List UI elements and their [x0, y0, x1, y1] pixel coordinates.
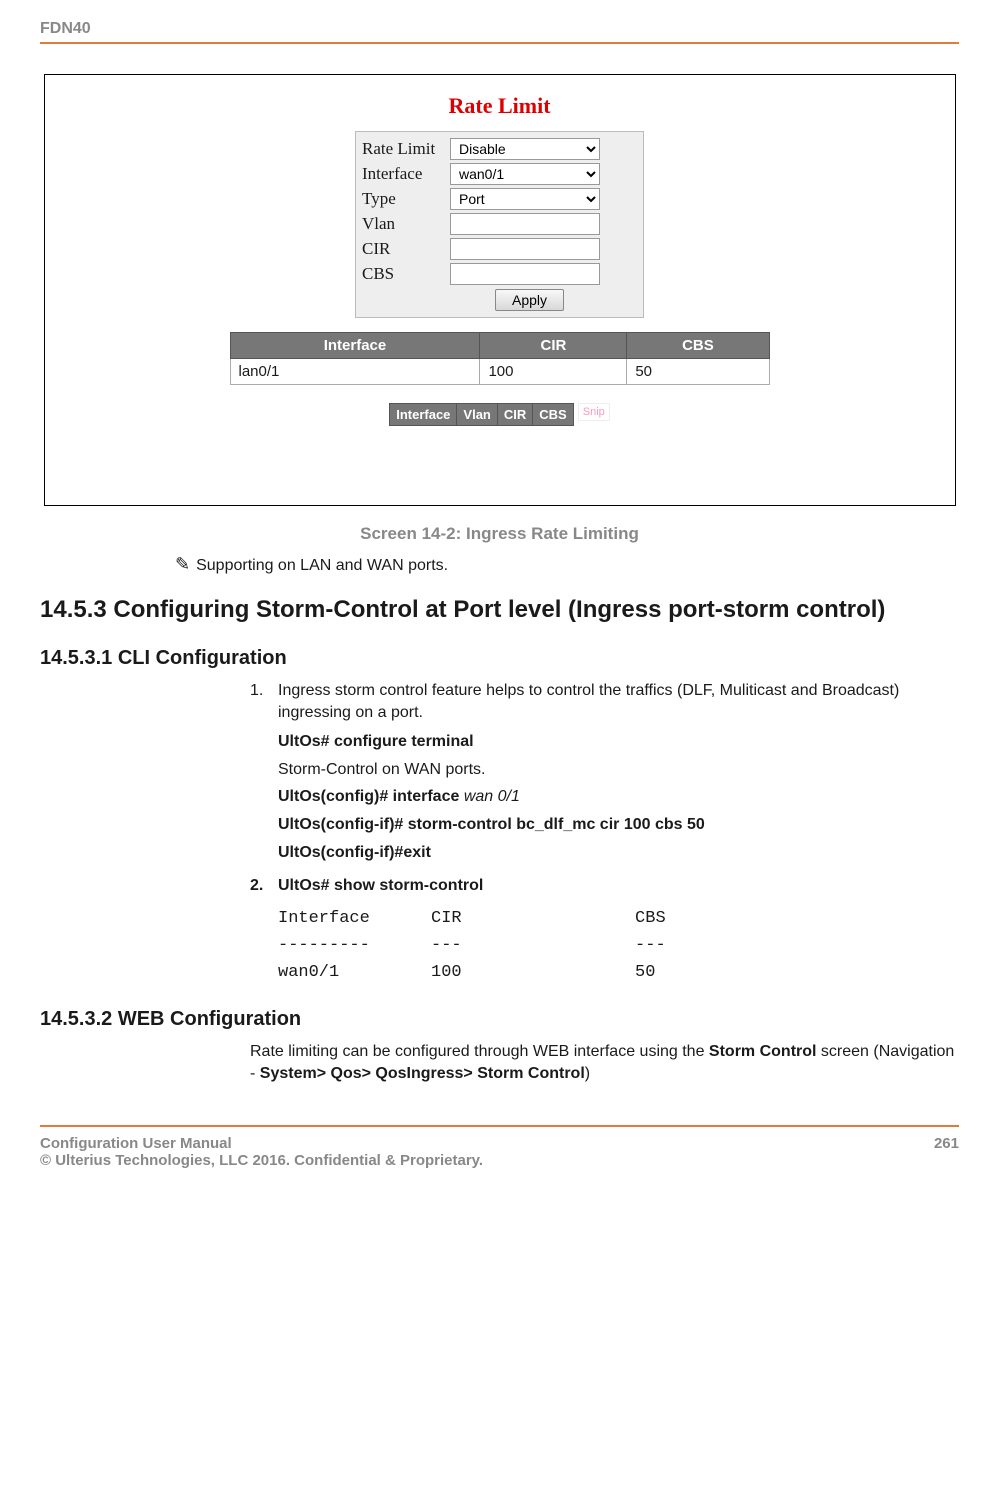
screenshot-panel: Rate Limit Rate Limit Disable Interface …: [44, 74, 956, 506]
panel-title: Rate Limit: [45, 93, 955, 119]
mini-table: Interface Vlan CIR CBS: [389, 403, 574, 426]
subsection-cli: 14.5.3.1 CLI Configuration: [40, 647, 959, 670]
cir-label: CIR: [362, 239, 450, 259]
result-table: Interface CIR CBS lan0/1 100 50: [230, 332, 770, 385]
vlan-input[interactable]: [450, 213, 600, 235]
cbs-input[interactable]: [450, 263, 600, 285]
th-interface: Interface: [230, 333, 480, 359]
list-text-1: Ingress storm control feature helps to c…: [278, 682, 899, 721]
type-select[interactable]: Port: [450, 188, 600, 210]
top-rule: [40, 42, 959, 44]
cell-cir: 100: [480, 359, 627, 385]
th-cir: CIR: [480, 333, 627, 359]
rate-limit-label: Rate Limit: [362, 139, 450, 159]
list-num-1: 1.: [250, 680, 278, 869]
cell-cbs: 50: [627, 359, 769, 385]
footer-title: Configuration User Manual: [40, 1135, 483, 1152]
footer-copyright: © Ulterius Technologies, LLC 2016. Confi…: [40, 1152, 483, 1169]
vlan-label: Vlan: [362, 214, 450, 234]
cmd-storm-control: UltOs(config-if)# storm-control bc_dlf_m…: [278, 814, 949, 836]
cmd-interface-arg: wan 0/1: [464, 788, 520, 805]
cbs-label: CBS: [362, 264, 450, 284]
subsection-web: 14.5.3.2 WEB Configuration: [40, 1008, 959, 1031]
list-text-2: UltOs# show storm-control: [278, 875, 949, 897]
web-body: Rate limiting can be configured through …: [250, 1041, 959, 1084]
cir-input[interactable]: [450, 238, 600, 260]
apply-button[interactable]: Apply: [495, 289, 564, 311]
mini-th-cir: CIR: [497, 404, 532, 426]
doc-id: FDN40: [40, 20, 959, 38]
cli-output: Interface CIR CBS --------- --- --- wan0…: [278, 905, 949, 987]
th-cbs: CBS: [627, 333, 769, 359]
rate-limit-select[interactable]: Disable: [450, 138, 600, 160]
cmd-interface-prefix: UltOs(config)# interface: [278, 788, 464, 805]
list-num-2: 2.: [250, 875, 278, 897]
bottom-rule: [40, 1125, 959, 1127]
section-heading: 14.5.3 Configuring Storm-Control at Port…: [40, 595, 959, 625]
pencil-icon: ✎: [175, 554, 190, 574]
mini-th-interface: Interface: [390, 404, 457, 426]
cmd-configure: UltOs# configure terminal: [278, 731, 949, 753]
cmd-exit: UltOs(config-if)#exit: [278, 842, 949, 864]
table-row: lan0/1 100 50: [230, 359, 769, 385]
note-text: Supporting on LAN and WAN ports.: [196, 557, 448, 574]
mini-th-vlan: Vlan: [457, 404, 497, 426]
figure-caption: Screen 14-2: Ingress Rate Limiting: [40, 524, 959, 544]
cell-interface: lan0/1: [230, 359, 480, 385]
rate-limit-form: Rate Limit Disable Interface wan0/1 Type…: [355, 131, 644, 318]
desc-storm: Storm-Control on WAN ports.: [278, 759, 949, 781]
interface-select[interactable]: wan0/1: [450, 163, 600, 185]
type-label: Type: [362, 189, 450, 209]
mini-th-cbs: CBS: [533, 404, 573, 426]
snip-badge: Snip: [578, 403, 610, 421]
note-line: ✎ Supporting on LAN and WAN ports.: [175, 554, 959, 575]
interface-label: Interface: [362, 164, 450, 184]
page-number: 261: [934, 1135, 959, 1169]
